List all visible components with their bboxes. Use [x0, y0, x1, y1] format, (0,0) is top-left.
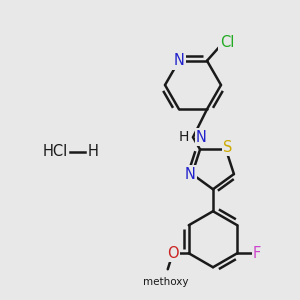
Text: methoxy: methoxy [143, 277, 188, 287]
Text: F: F [253, 246, 261, 261]
Text: S: S [223, 140, 232, 155]
Text: N: N [174, 53, 184, 68]
Text: N: N [184, 167, 196, 182]
Text: HCl: HCl [43, 145, 68, 160]
Text: H: H [88, 145, 99, 160]
Text: H: H [178, 130, 189, 144]
Text: O: O [167, 246, 178, 261]
Text: N: N [196, 130, 207, 145]
Text: Cl: Cl [220, 35, 234, 50]
